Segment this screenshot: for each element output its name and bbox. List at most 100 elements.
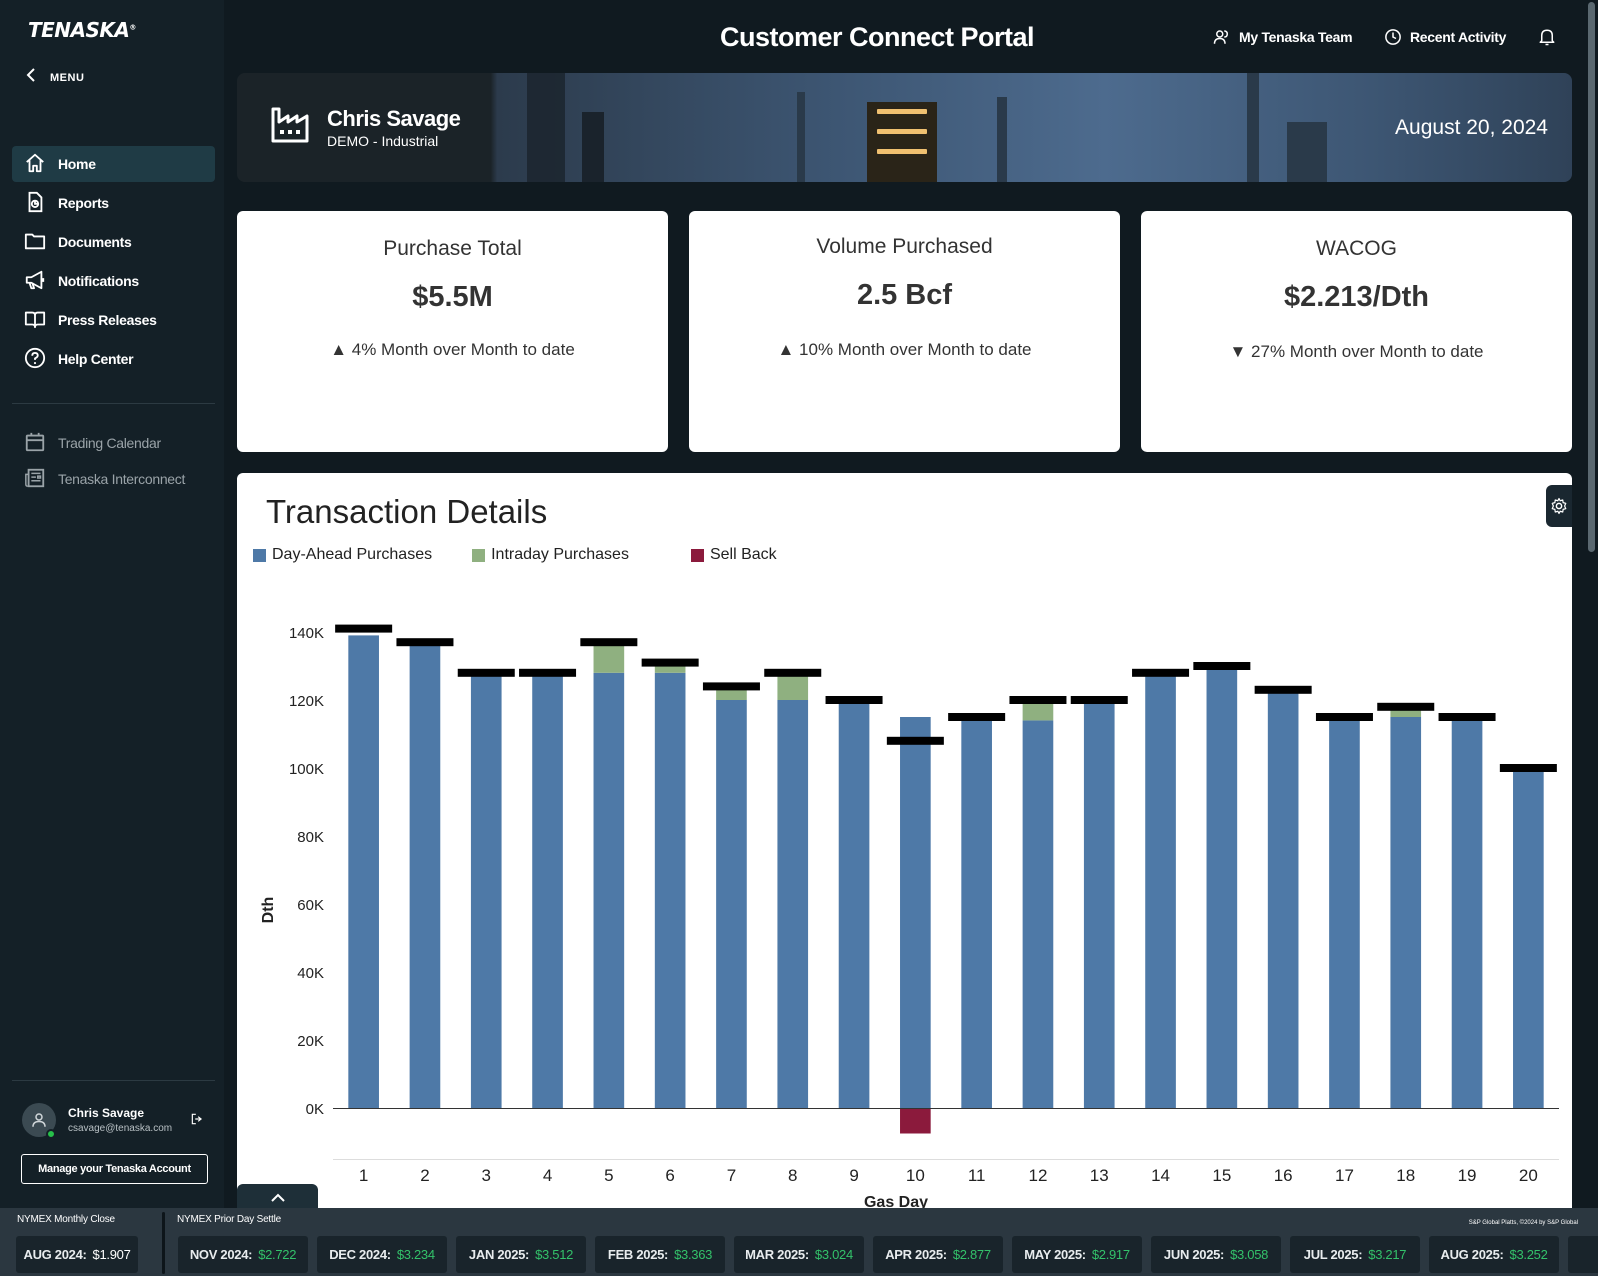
x-tick-label: 14 (1151, 1166, 1170, 1185)
sidebar-item-documents[interactable]: Documents (12, 224, 215, 260)
bar-segment (900, 717, 931, 1108)
ticker-collapse-button[interactable] (237, 1184, 318, 1210)
sidebar-item-notifications[interactable]: Notifications (12, 263, 215, 299)
monthly-close-box[interactable]: AUG 2024: $1.907 (16, 1236, 138, 1273)
kpi-card-volume-purchased: Volume Purchased 2.5 Bcf ▲ 10% Month ove… (689, 211, 1120, 452)
kpi-delta: ▼ 27% Month over Month to date (1229, 342, 1484, 361)
legend-item-sell-back[interactable]: Sell Back (690, 546, 777, 564)
book-icon (24, 308, 46, 333)
tenaska-logo[interactable]: TENASKA® (28, 18, 136, 42)
sidebar-item-home[interactable]: Home (12, 146, 215, 182)
my-team-link[interactable]: My Tenaska Team (1213, 28, 1353, 46)
legend-item-intraday[interactable]: Intraday Purchases (472, 546, 629, 564)
x-tick-label: 7 (727, 1166, 736, 1185)
net-marker (396, 638, 454, 647)
scrollbar-thumb[interactable] (1588, 2, 1595, 552)
banner-art (997, 97, 1007, 182)
x-tick-label: 9 (849, 1166, 858, 1185)
settle-box[interactable]: NOV 2024: $2.722 (178, 1236, 308, 1273)
kpi-value: 2.5 Bcf (856, 279, 953, 311)
net-marker (519, 668, 577, 677)
settle-box[interactable]: JAN 2025: $3.512 (456, 1236, 586, 1273)
settle-box[interactable]: DEC 2024: $3.234 (317, 1236, 447, 1273)
x-tick-label: 5 (604, 1166, 613, 1185)
clock-icon (1385, 29, 1401, 45)
net-marker (1193, 662, 1251, 670)
kpi-delta: ▲ 4% Month over Month to date (330, 340, 575, 359)
bar-segment (1451, 720, 1483, 1108)
x-tick-label: 2 (420, 1166, 429, 1185)
x-tick-label: 16 (1274, 1166, 1293, 1185)
ticker-month: MAR 2025: (745, 1247, 809, 1262)
net-marker (1254, 685, 1312, 694)
bar-segment (1390, 706, 1422, 717)
transaction-details-panel: Transaction Details Day-Ahead Purchases … (237, 473, 1572, 1213)
bar-segment (1329, 720, 1360, 1108)
data-credit: S&P Global Platts, ©2024 by S&P Global (1468, 1220, 1578, 1226)
x-tick-label: 6 (665, 1166, 674, 1185)
sidebar-item-reports[interactable]: Reports (12, 185, 215, 221)
x-tick-label: 11 (968, 1166, 986, 1185)
kpi-title: Purchase Total (383, 237, 522, 260)
chevron-left-icon (26, 68, 36, 87)
banner-account-type: DEMO - Industrial (327, 133, 439, 149)
ticker-month: APR 2025: (885, 1247, 947, 1262)
manage-account-button[interactable]: Manage your Tenaska Account (21, 1154, 208, 1184)
kpi-card-purchase-total: Purchase Total $5.5M ▲ 4% Month over Mon… (237, 211, 668, 452)
bar-segment (654, 662, 686, 673)
home-icon (24, 152, 46, 177)
sidebar-item-trading-calendar[interactable]: Trading Calendar (12, 426, 215, 460)
x-tick-label: 8 (788, 1166, 797, 1185)
banner-art (1247, 73, 1259, 182)
settle-box[interactable]: SE (1568, 1236, 1598, 1273)
x-tick-label: 20 (1519, 1166, 1538, 1185)
bar-segment (348, 635, 379, 1108)
ticker-value: $3.058 (1230, 1247, 1269, 1262)
y-tick-label: 80K (297, 829, 324, 846)
banner-user-name: Chris Savage (327, 106, 461, 131)
net-marker (1315, 713, 1373, 721)
settle-box[interactable]: APR 2025: $2.877 (873, 1236, 1003, 1273)
net-marker (764, 668, 822, 677)
recent-activity-link[interactable]: Recent Activity (1384, 28, 1506, 46)
settle-box[interactable]: AUG 2025: $3.252 (1429, 1236, 1559, 1273)
settle-box[interactable]: JUL 2025: $3.217 (1290, 1236, 1420, 1273)
settle-list: NOV 2024: $2.722 DEC 2024: $3.234 JAN 2025: $… (170, 1208, 1598, 1276)
ticker-value: $3.363 (674, 1247, 713, 1262)
kpi-title: Volume Purchased (816, 235, 993, 258)
settle-box[interactable]: FEB 2025: $3.363 (595, 1236, 725, 1273)
sidebar-item-label: Trading Calendar (58, 435, 161, 451)
bell-icon[interactable] (1538, 27, 1556, 52)
ticker-month: JAN 2025: (468, 1247, 530, 1262)
bar-segment (777, 672, 809, 700)
banner-art (582, 112, 604, 182)
kpi-value: $2.213/Dth (1283, 281, 1430, 313)
chart-settings-button[interactable] (1546, 485, 1572, 527)
bar-segment (1083, 703, 1115, 1108)
sidebar-item-tenaska-interconnect[interactable]: Tenaska Interconnect (12, 462, 215, 496)
net-marker (886, 736, 944, 745)
bar-segment (838, 703, 870, 1108)
settle-box[interactable]: MAY 2025: $2.917 (1012, 1236, 1142, 1273)
x-axis-title: Gas Day (864, 1194, 928, 1211)
settle-box[interactable]: MAR 2025: $3.024 (734, 1236, 864, 1273)
legend-item-day-ahead[interactable]: Day-Ahead Purchases (253, 546, 432, 564)
net-marker (1499, 764, 1557, 772)
recent-activity-label: Recent Activity (1410, 29, 1507, 45)
banner-art (527, 73, 565, 182)
x-tick-label: 18 (1396, 1166, 1415, 1185)
menu-toggle-button[interactable]: MENU (26, 68, 84, 87)
sidebar-item-help-center[interactable]: Help Center (12, 341, 215, 377)
bar-segment (1206, 669, 1238, 1108)
nymex-ticker: NYMEX Monthly Close AUG 2024: $1.907 NYM… (0, 1208, 1598, 1276)
bar-segment (777, 700, 809, 1108)
sidebar-item-press-releases[interactable]: Press Releases (12, 302, 215, 338)
chevron-up-icon (270, 1193, 285, 1202)
settle-box[interactable]: JUN 2025: $3.058 (1151, 1236, 1281, 1273)
sidebar-item-label: Documents (58, 234, 132, 250)
ticker-month: JUN 2025: (1163, 1247, 1225, 1262)
x-tick-label: 10 (906, 1166, 925, 1185)
user-name: Chris Savage (68, 1106, 145, 1120)
net-marker (1009, 696, 1067, 704)
logout-icon[interactable] (190, 1112, 204, 1129)
